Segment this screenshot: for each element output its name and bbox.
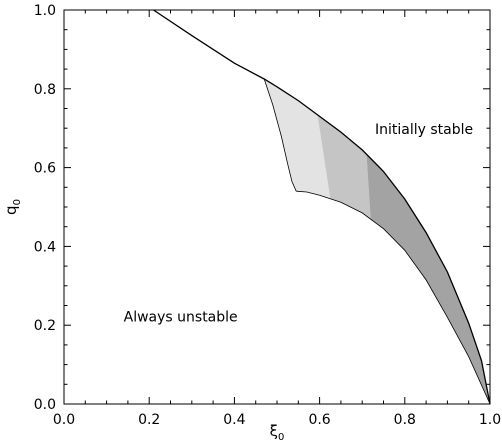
plot-frame: [63, 9, 491, 405]
y-axis-label-sub: 0: [12, 199, 23, 205]
y-tick-label: 0.6: [34, 161, 56, 177]
curves: [153, 9, 491, 405]
boundary-curve: [153, 9, 491, 405]
axis-ticks: [63, 9, 491, 405]
x-tick-label: 1.0: [479, 412, 501, 428]
shaded-region-2: [317, 114, 371, 220]
shaded-region-1: [264, 79, 331, 199]
x-tick-label: 0.6: [308, 412, 330, 428]
tick-labels: 0.0 0.2 0.4 0.6 0.8 1.0 0.0 0.2 0.4 0.6 0.8 1.0: [34, 3, 501, 428]
annotation-initially-stable: Initially stable: [375, 122, 473, 138]
y-tick-label: 0.4: [34, 239, 56, 255]
y-tick-label: 1.0: [34, 3, 56, 19]
x-axis-label: ξ0: [270, 422, 285, 443]
x-axis-label-main: ξ: [270, 422, 278, 440]
inner-curve: [296, 190, 491, 405]
x-tick-label: 0.0: [53, 412, 75, 428]
y-tick-label: 0.0: [34, 397, 56, 413]
y-axis-label-main: q: [2, 205, 20, 215]
shaded-regions: [264, 79, 490, 404]
shaded-region-3: [366, 154, 490, 404]
x-tick-label: 0.4: [223, 412, 245, 428]
left-edge-curve: [263, 78, 297, 192]
y-tick-label: 0.8: [34, 82, 56, 98]
y-tick-label: 0.2: [34, 318, 56, 334]
x-tick-label: 0.2: [138, 412, 160, 428]
x-axis-label-sub: 0: [278, 432, 284, 443]
x-tick-label: 0.8: [394, 412, 416, 428]
y-axis-label: q0: [2, 199, 23, 215]
annotation-always-unstable: Always unstable: [124, 309, 238, 325]
